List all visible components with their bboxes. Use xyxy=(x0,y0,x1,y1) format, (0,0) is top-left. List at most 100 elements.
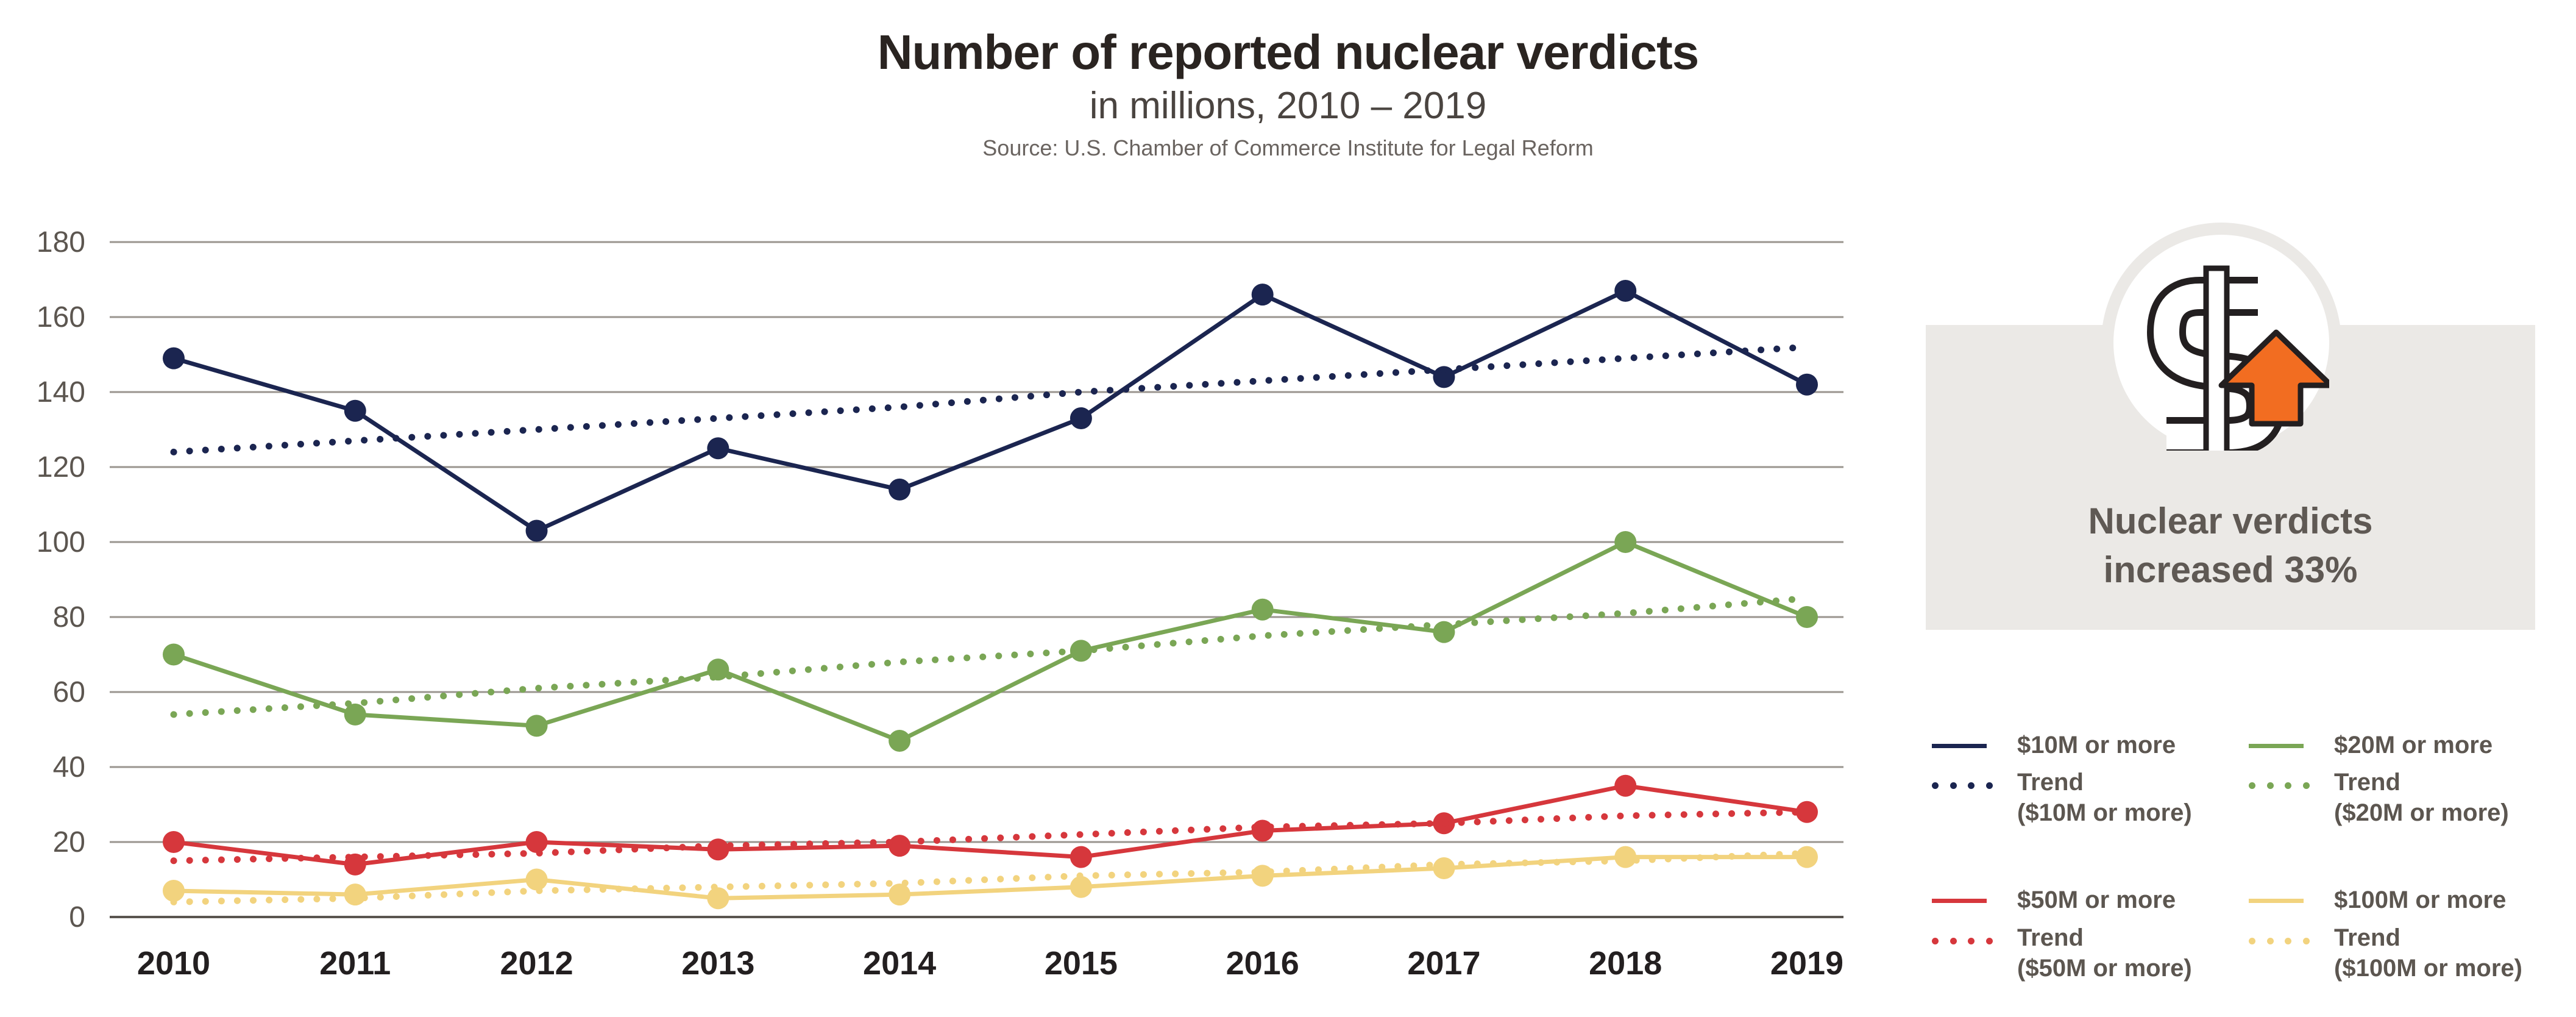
x-tick-label: 2010 xyxy=(137,945,210,982)
series-5 xyxy=(170,808,1811,865)
x-tick-label: 2013 xyxy=(681,945,754,982)
y-tick-label: 20 xyxy=(53,826,85,858)
series-6 xyxy=(163,846,1818,910)
legend-label-50m: $50M or more xyxy=(2017,887,2176,913)
data-point xyxy=(525,831,548,853)
data-point xyxy=(1433,621,1455,643)
data-point xyxy=(1070,876,1092,898)
data-point xyxy=(1614,279,1637,302)
data-point xyxy=(889,729,911,752)
legend-swatch-50m xyxy=(1932,899,1987,903)
x-tick-label: 2019 xyxy=(1770,945,1843,982)
callout-icon xyxy=(2146,265,2329,451)
x-tick-label: 2017 xyxy=(1407,945,1480,982)
y-axis-ticks: 0 20 40 60 80 100 120 140 160 180 xyxy=(37,226,85,933)
legend-swatch-trend-50m xyxy=(1932,937,1993,944)
y-tick-label: 0 xyxy=(69,901,85,933)
legend-label-100m: $100M or more xyxy=(2334,887,2507,913)
y-tick-label: 180 xyxy=(37,226,85,259)
data-point xyxy=(163,831,185,853)
data-point xyxy=(889,478,911,501)
callout-line-1: Nuclear verdicts xyxy=(2088,501,2373,541)
y-tick-label: 100 xyxy=(37,526,85,558)
data-point xyxy=(1433,857,1455,880)
series-3 xyxy=(170,594,1811,718)
chart-source: Source: U.S. Chamber of Commerce Institu… xyxy=(982,135,1594,160)
legend-swatch-20m xyxy=(2249,744,2304,748)
series-line xyxy=(172,540,1808,743)
data-point xyxy=(525,715,548,737)
series-group xyxy=(163,279,1818,910)
x-axis-ticks: 2010 2011 2012 2013 2014 2015 2016 2017 2018 2019 xyxy=(137,945,1843,982)
callout-line-2: increased 33% xyxy=(2103,549,2358,590)
callout-text: Nuclear verdicts increased 33% xyxy=(1926,497,2535,594)
data-point xyxy=(707,887,729,910)
data-point xyxy=(707,437,729,460)
y-tick-label: 60 xyxy=(53,676,85,708)
legend-trend-10m-line1: Trend xyxy=(2017,769,2084,796)
data-point xyxy=(525,868,548,891)
legend-trend-50m-line1: Trend xyxy=(2017,924,2084,951)
series-line xyxy=(173,288,1808,533)
legend-trend-10m-line2: ($10M or more) xyxy=(2017,799,2192,826)
y-tick-label: 120 xyxy=(37,451,85,484)
data-point xyxy=(1614,531,1637,553)
data-point xyxy=(707,838,729,861)
x-tick-label: 2012 xyxy=(500,945,573,982)
data-point xyxy=(525,519,548,542)
trend-line xyxy=(170,343,1811,455)
chart-subtitle: in millions, 2010 – 2019 xyxy=(1089,85,1487,127)
legend-trend-100m-line1: Trend xyxy=(2334,924,2400,951)
y-tick-label: 40 xyxy=(53,751,85,783)
legend-swatch-trend-20m xyxy=(2249,782,2310,789)
data-point xyxy=(163,879,185,902)
legend-swatch-trend-100m xyxy=(2249,937,2310,944)
data-point xyxy=(889,883,911,906)
data-point xyxy=(344,399,366,422)
data-point xyxy=(1796,606,1818,628)
trend-line xyxy=(170,849,1811,905)
legend-trend-100m-line2: ($100M or more) xyxy=(2334,955,2522,982)
grid-lines xyxy=(110,241,1843,918)
legend-trend-50m-line2: ($50M or more) xyxy=(2017,955,2192,982)
x-tick-label: 2016 xyxy=(1226,945,1299,982)
legend-trend-20m-line2: ($20M or more) xyxy=(2334,799,2509,826)
data-point xyxy=(1251,865,1274,887)
legend-swatch-10m xyxy=(1932,744,1987,748)
y-tick-label: 80 xyxy=(53,601,85,633)
x-tick-label: 2011 xyxy=(319,945,391,982)
y-tick-label: 160 xyxy=(37,301,85,334)
series-line xyxy=(173,855,1807,901)
data-point xyxy=(163,643,185,666)
trend-line xyxy=(170,808,1811,865)
data-point xyxy=(1614,774,1637,797)
trend-line xyxy=(170,594,1811,718)
data-point xyxy=(1251,819,1274,842)
legend-label-trend-50m: Trend ($50M or more) xyxy=(2017,922,2192,983)
data-point xyxy=(1070,846,1092,868)
data-point xyxy=(1614,846,1637,868)
legend-trend-20m-line1: Trend xyxy=(2334,769,2400,796)
data-point xyxy=(889,835,911,857)
chart-title: Number of reported nuclear verdicts xyxy=(877,25,1700,79)
series-2 xyxy=(163,531,1818,752)
x-tick-label: 2014 xyxy=(863,945,936,982)
data-point xyxy=(1796,846,1818,868)
data-point xyxy=(1251,284,1274,306)
series-1 xyxy=(170,343,1811,455)
legend-swatch-100m xyxy=(2249,899,2304,903)
y-tick-label: 140 xyxy=(37,376,85,409)
legend-label-10m: $10M or more xyxy=(2017,732,2176,758)
data-point xyxy=(1433,366,1455,388)
data-point xyxy=(1796,801,1818,823)
data-point xyxy=(163,347,185,369)
legend-label-20m: $20M or more xyxy=(2334,732,2493,758)
data-point xyxy=(344,703,366,726)
series-7 xyxy=(170,849,1811,905)
legend-label-trend-100m: Trend ($100M or more) xyxy=(2334,922,2522,983)
x-tick-label: 2015 xyxy=(1045,945,1118,982)
data-point xyxy=(1251,598,1274,621)
data-point xyxy=(1796,373,1818,396)
series-0 xyxy=(163,279,1818,542)
legend-swatch-trend-10m xyxy=(1932,782,1993,789)
